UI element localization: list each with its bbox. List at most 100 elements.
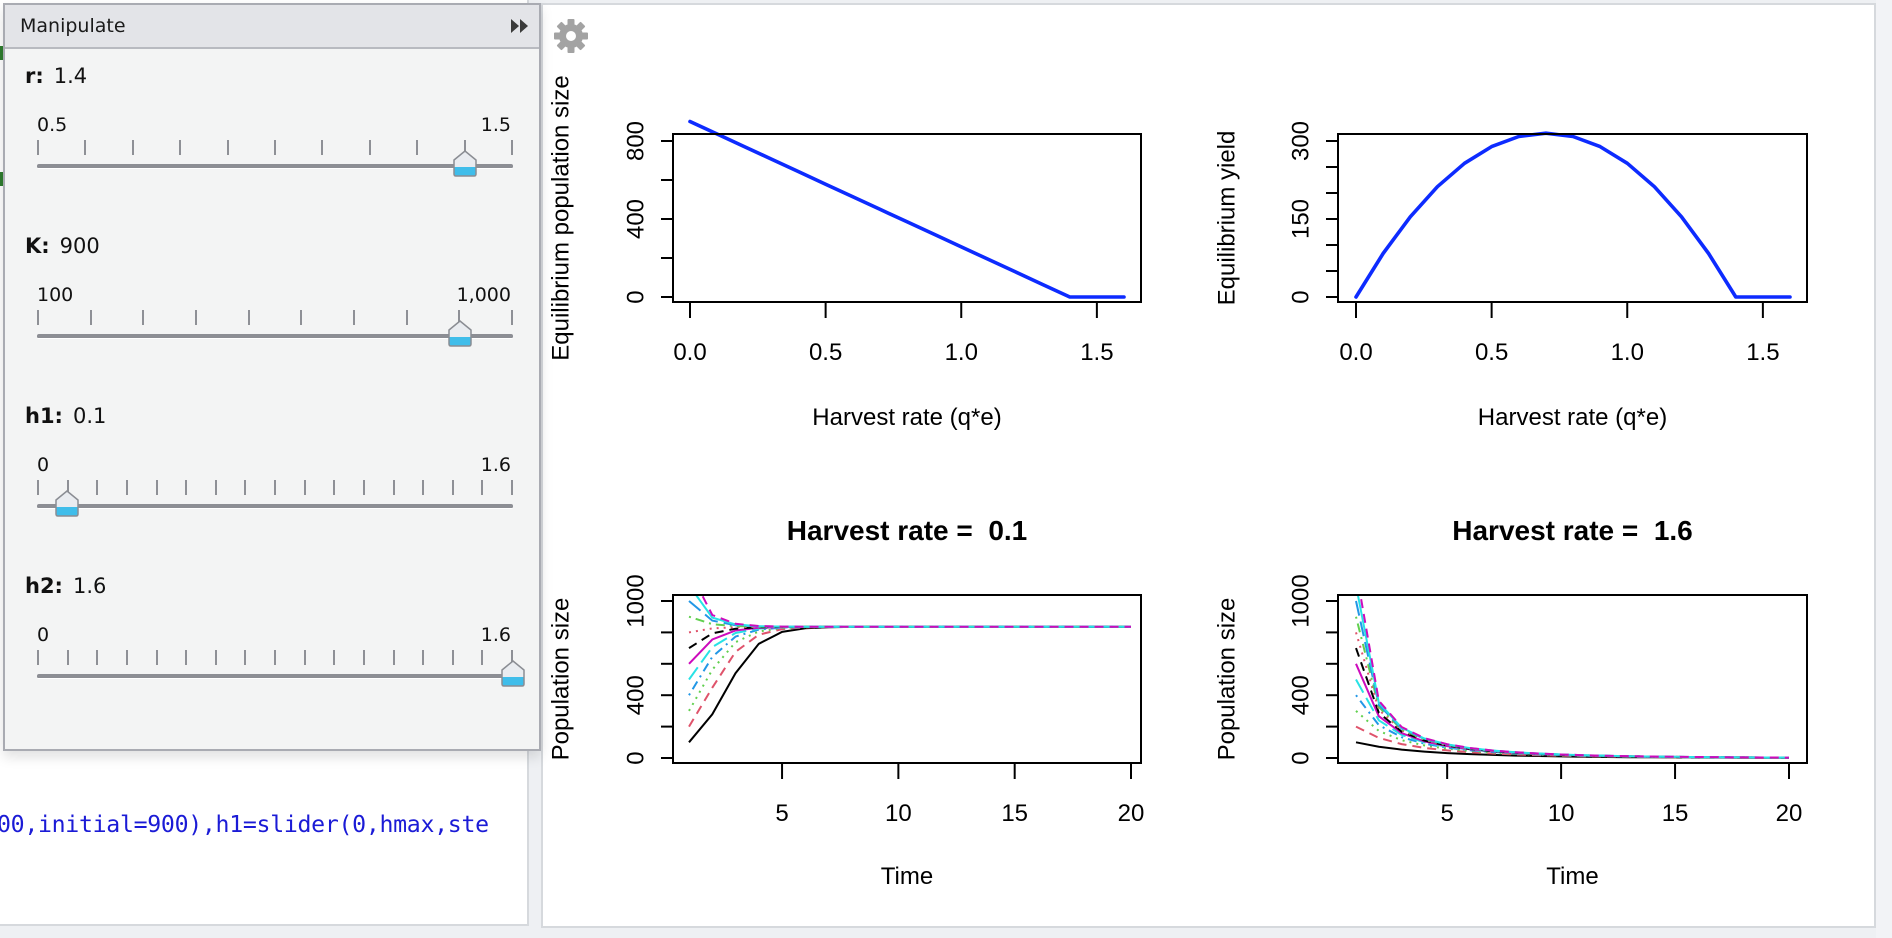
double-chevron-right-icon[interactable] [509,17,531,35]
series-line-300 [688,625,1131,712]
slider-thumb[interactable] [452,150,478,178]
manipulate-header: Manipulate [5,5,539,49]
x-tick-label: 5 [1440,800,1453,827]
plot-box [672,133,1142,303]
slider-label: h2: 1.6 [25,574,106,598]
slider-tick [125,480,128,495]
slider-max-label: 1.6 [480,454,511,476]
chart-title: Harvest rate = 1.6 [1452,515,1693,546]
slider-tick [511,480,513,495]
slider-track[interactable] [37,504,513,509]
slider-tick [511,310,513,325]
slider-tick [416,140,419,155]
plot-box [672,594,1142,764]
slider-min-label: 100 [37,284,74,306]
slider-tick [451,650,454,665]
plot-box [1337,594,1808,764]
series-line-600 [1355,663,1790,759]
slider-tick [244,480,247,495]
data-line [1354,131,1792,299]
series-line-1200 [700,595,1131,628]
x-tick-label: 1.5 [1080,339,1113,366]
slider-control-r: r: 1.4 0.5 1.5 [5,64,539,234]
slider-tick [155,650,158,665]
y-tick-label: 400 [622,675,649,715]
slider-tick [37,310,39,325]
slider-tick [333,650,336,665]
series-line-500 [1355,679,1789,759]
code-line[interactable]: 00,initial=900),h1=slider(0,hmax,ste [0,811,489,838]
y-axis-label: Population size [547,598,574,761]
slider-tick [451,480,454,495]
slider-thumb[interactable] [447,320,473,348]
slider-tick [214,650,217,665]
slider-tick [511,140,513,155]
slider-tick [84,140,87,155]
slider-tick [333,480,336,495]
gear-icon[interactable] [551,16,591,56]
slider-track[interactable] [37,674,513,679]
slider-control-h1: h1: 0.1 0 1.6 [5,404,539,574]
data-line [688,119,1126,299]
slider-tick [422,480,425,495]
series-line-1200 [1359,595,1790,759]
slider-ticks [37,650,513,666]
x-axis-label: Harvest rate (q*e) [812,404,1001,431]
plot-pane [541,3,1876,928]
slider-value: 900 [59,234,100,258]
slider-tick [66,480,69,495]
x-tick-label: 10 [885,800,912,827]
x-tick-label: 0.0 [673,339,706,366]
series-line-1100 [694,595,1131,628]
slider-max-label: 1.6 [480,624,511,646]
slider-min-label: 0 [37,624,50,646]
chart-equilibrium-yield: 0 150 300 0.0 0.5 1.0 1.5 Harvest rate (q*e) Equ… [1213,121,1808,431]
y-tick-label: 1000 [622,574,649,627]
manipulate-title: Manipulate [20,15,126,37]
slider-name: r: [25,64,44,88]
series-line-800 [1355,632,1790,759]
slider-tick [362,650,365,665]
slider-ticks [37,310,513,326]
slider-tick [511,650,513,665]
slider-tick [185,650,188,665]
slider-name: K: [25,234,50,258]
y-tick-label: 0 [622,751,649,764]
slider-tick [368,140,371,155]
gutter-marker [0,46,3,60]
slider-thumb[interactable] [500,660,526,688]
slider-track[interactable] [37,334,513,339]
slider-tick [195,310,197,325]
slider-tick [131,140,134,155]
y-tick-label: 300 [1287,121,1314,161]
series-line-1100 [1356,595,1790,759]
slider-tick [185,480,188,495]
slider-label: h1: 0.1 [25,404,106,428]
slider-tick [481,650,484,665]
slider-tick [405,310,408,325]
x-tick-label: 0.5 [809,339,842,366]
y-tick-label: 1000 [1287,574,1314,627]
slider-track[interactable] [37,164,513,169]
slider-tick [303,480,306,495]
slider-tick [458,310,461,325]
y-tick-label: 0 [1287,290,1314,303]
slider-thumb[interactable] [54,490,80,518]
slider-tick [142,310,145,325]
chart-trajectories-h2: 0 400 1000 5 10 15 20 Time Population size Harves… [1213,515,1808,890]
slider-tick [37,480,39,495]
series-line-200 [688,625,1131,728]
slider-value: 0.1 [72,404,107,428]
slider-tick [226,140,229,155]
slider-tick [66,650,69,665]
x-tick-label: 20 [1776,800,1803,827]
slider-value: 1.6 [72,574,107,598]
manipulate-panel: Manipulate r: 1.4 0.5 1.5 K: 900 100 1,000 h1: 0.… [3,3,541,751]
slider-tick [96,480,99,495]
slider-min-label: 0.5 [37,114,68,136]
slider-tick [89,310,92,325]
slider-tick [362,480,365,495]
y-tick-label: 800 [622,121,649,161]
slider-tick [96,650,99,665]
chart-title: Harvest rate = 0.1 [787,515,1028,546]
